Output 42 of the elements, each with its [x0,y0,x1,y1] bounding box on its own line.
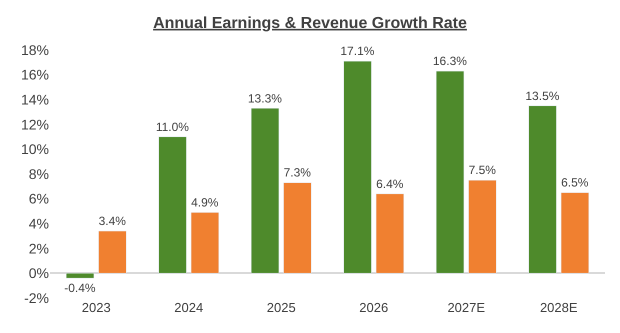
y-tick-label: 14% [20,92,49,108]
bar [343,60,372,274]
bar [436,70,464,274]
x-tick-label: 2024 [174,300,204,315]
bar [376,194,404,274]
data-label: 16.3% [432,54,468,68]
bar [283,182,312,274]
x-tick-label: 2023 [82,300,111,315]
x-tick-label: 2025 [266,300,296,315]
data-label: 17.1% [340,44,375,58]
chart-title: Annual Earnings & Revenue Growth Rate [153,14,468,32]
bar [560,192,590,274]
data-label: 7.5% [468,163,496,178]
bar [98,230,127,274]
bar [190,212,220,274]
y-tick-label: -2% [24,290,49,306]
y-tick-label: 8% [28,166,49,182]
y-tick-label: 2% [28,240,49,256]
data-label: 7.3% [284,166,312,180]
bar [250,108,280,274]
y-tick-label: 12% [20,116,49,132]
y-tick-label: 18% [20,42,49,58]
data-label: -0.4% [64,281,96,296]
data-label: 13.5% [525,88,560,103]
data-label: 6.4% [376,176,404,191]
x-tick-label: 2027E [447,300,486,315]
y-tick-label: 0% [28,265,49,282]
bar [528,106,557,274]
x-tick-label: 2026 [359,300,388,315]
y-tick-label: 10% [20,141,49,158]
bar [66,272,94,278]
y-tick-label: 4% [28,216,49,232]
bar [468,180,497,274]
data-label: 4.9% [191,195,219,210]
data-label: 13.3% [248,91,282,106]
data-label: 6.5% [561,176,589,190]
y-tick-label: 16% [20,66,49,83]
data-label: 11.0% [156,120,190,134]
x-tick-label: 2028E [540,300,578,315]
data-label: 3.4% [98,214,126,228]
y-tick-label: 6% [28,190,49,207]
bar [158,136,187,274]
